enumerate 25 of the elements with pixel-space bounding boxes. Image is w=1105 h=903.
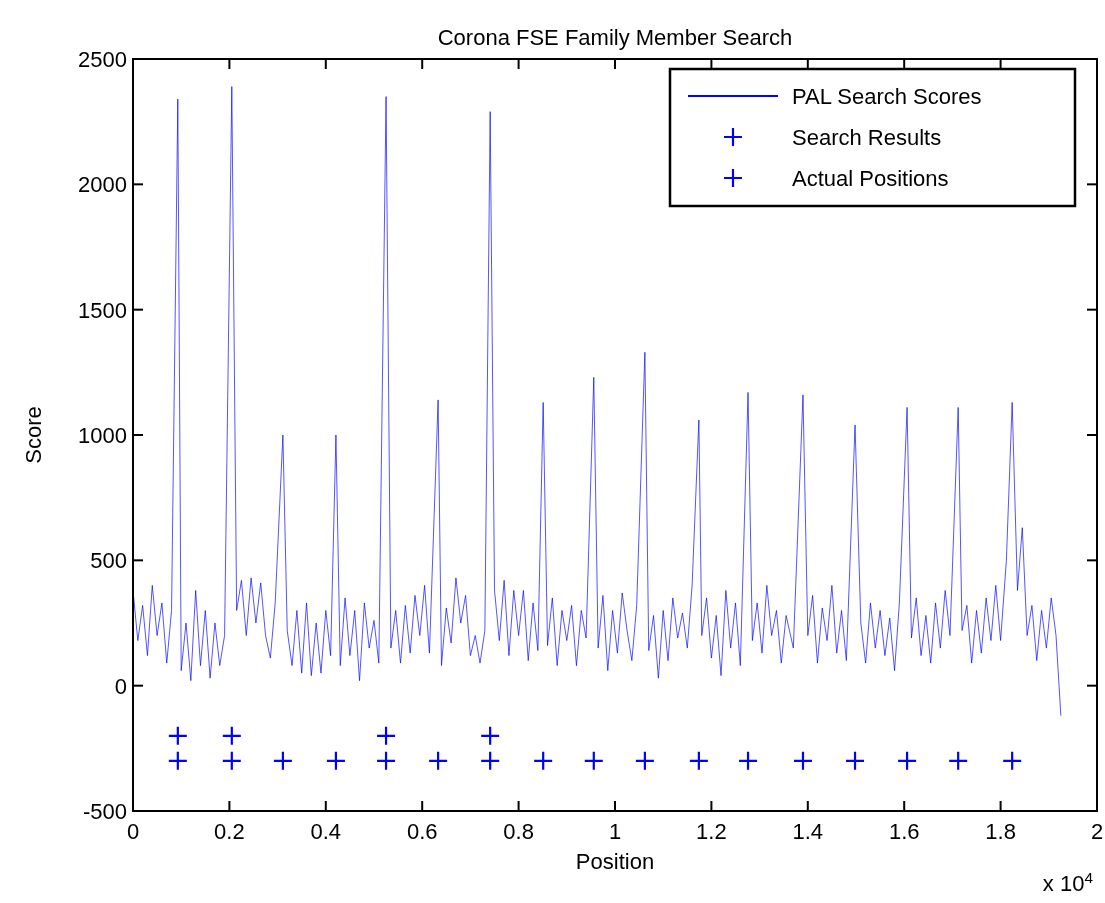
x-tick-label: 0.6 (406, 819, 438, 844)
y-tick-label: 0 (114, 673, 127, 699)
x-tick-label: 1.6 (888, 819, 920, 844)
x-tick-label: 1.2 (696, 819, 727, 844)
x-tick-label: 0.4 (310, 819, 342, 844)
y-tick-label: 2000 (78, 172, 127, 198)
line-series (132, 86, 1062, 717)
legend-label: Search Results (792, 125, 942, 150)
y-tick-label: 1000 (78, 423, 127, 448)
chart-title: Corona FSE Family Member Search (437, 25, 793, 50)
legend-label: Actual Positions (792, 166, 949, 191)
x-tick-label: 1.4 (792, 819, 824, 844)
y-tick-label: -500 (82, 799, 127, 824)
y-tick-label: 1500 (78, 297, 127, 323)
x-tick-label: 2 (1090, 819, 1104, 844)
x-tick-label: 1.8 (985, 819, 1016, 844)
y-axis-title: Score (21, 406, 46, 464)
y-tick-label: 2500 (78, 47, 127, 72)
x-tick-label: 0.8 (503, 819, 534, 844)
legend-label: PAL Search Scores (792, 84, 982, 109)
x-tick-label: 1 (608, 819, 622, 844)
y-tick-label: 500 (90, 548, 127, 574)
x-axis-title: Position (575, 849, 655, 874)
x-tick-label: 0.2 (214, 819, 245, 844)
text: x 10$^{4}$ (1042, 868, 1094, 896)
